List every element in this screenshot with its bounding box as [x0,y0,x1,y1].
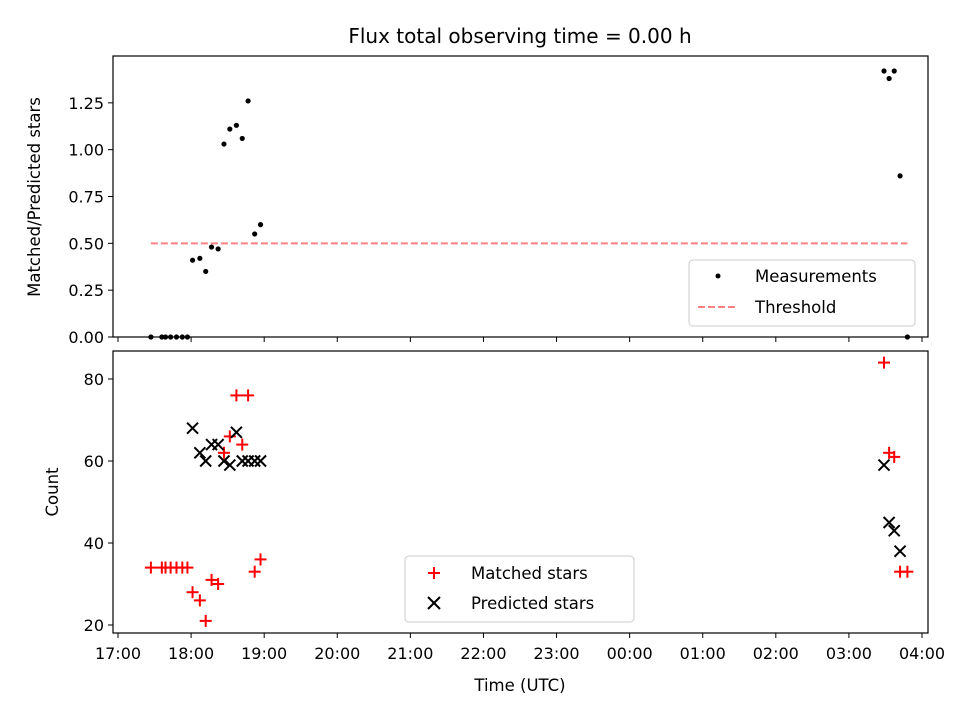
bottom-y-tick-label: 60 [84,452,104,471]
x-tick-label: 01:00 [680,644,726,663]
bottom-y-axis-label: Count [43,467,62,517]
matched-star-point [242,389,255,402]
legend-threshold-label: Threshold [754,298,836,317]
x-axis-label: Time (UTC) [473,676,565,695]
bottom-legend-box [404,555,635,623]
predicted-star-point [236,454,249,468]
measurement-point [227,126,233,132]
measurement-point [233,122,240,128]
bottom-axes-frame [112,350,929,634]
predicted-star-point [888,524,901,537]
matched-star-point [217,446,230,459]
measurement-point [203,268,209,275]
predicted-star-point [193,446,207,460]
measurement-point [252,231,258,237]
x-tick-label: 19:00 [241,644,287,663]
legend-predicted-label: Predicted stars [471,594,594,613]
predicted-star-point [254,454,267,468]
x-tick-label: 02:00 [753,644,799,663]
bottom-x-ticks: 17:00 18:00 19:00 20:00 21:00 22:00 23:00 00:00… [95,633,945,663]
legend-matched-label: Matched stars [471,564,588,583]
predicted-star-point [199,454,212,468]
matched-star-point [223,430,236,443]
measurement-point [886,75,892,82]
bottom-y-tick-label: 40 [84,534,104,553]
x-tick-label: 23:00 [533,644,579,663]
bottom-y-ticks: 20 40 60 80 [84,370,113,635]
top-y-tick-label: 0.00 [68,328,104,347]
x-tick-label: 03:00 [826,644,872,663]
matched-star-point [254,553,267,566]
bottom-y-tick-label: 20 [84,616,104,635]
chart-title: Flux total observing time = 0.00 h [348,24,691,48]
measurement-point [239,135,245,142]
matched-star-point [199,614,212,627]
matched-star-point [230,389,243,402]
top-legend: Measurements Threshold [688,259,916,327]
measurement-point [215,246,221,252]
top-y-tick-label: 1.25 [68,94,104,113]
top-y-tick-label: 0.50 [68,234,104,253]
bottom-plot-marks [144,356,914,627]
measurement-point [189,257,196,263]
matched-star-point [193,594,206,607]
bottom-panel: 20 40 60 80 17:00 18:00 19:00 20:00 21:00 22:00 2… [43,350,945,695]
predicted-star-point [217,454,231,468]
predicted-star-point [893,544,907,558]
matched-star-point [877,356,890,369]
x-tick-label: 22:00 [460,644,506,663]
predicted-star-point [882,516,896,529]
matched-star-point [248,565,261,578]
predicted-star-point [211,438,225,451]
x-tick-label: 21:00 [387,644,433,663]
top-y-tick-label: 0.25 [68,281,104,300]
measurement-point [208,244,215,250]
legend-matched-marker [428,567,440,579]
predicted-star-point [223,458,237,472]
measurement-point [221,141,227,147]
measurement-point [881,68,887,74]
measurement-point [891,68,897,74]
bottom-legend: Matched stars Predicted stars [404,555,635,623]
matched-star-point [236,438,249,451]
top-x-ticks [117,337,923,342]
measurement-point [245,98,251,104]
measurement-point [197,255,203,261]
measurement-point [897,173,903,179]
top-legend-box [688,259,916,327]
x-tick-label: 20:00 [314,644,360,663]
measurement-point [257,222,264,228]
legend-predicted-marker [427,596,441,610]
matched-star-point [901,565,914,578]
top-y-tick-label: 1.00 [68,141,104,160]
matched-star-point [888,450,901,463]
top-axes-frame [112,55,929,338]
x-tick-label: 00:00 [607,644,653,663]
top-panel: 0.00 0.25 0.50 0.75 1.00 1.25 Matched/Predict… [25,55,929,347]
top-y-tick-label: 0.75 [68,188,104,207]
predicted-star-point [877,458,891,472]
top-y-axis-label: Matched/Predicted stars [25,97,44,297]
x-tick-label: 04:00 [899,644,945,663]
x-tick-label: 17:00 [95,644,141,663]
legend-measurements-marker [715,273,721,279]
bottom-y-tick-label: 80 [84,370,104,389]
legend-measurements-label: Measurements [755,267,877,286]
matched-star-point [186,586,199,599]
matched-star-point [181,561,194,574]
top-y-ticks: 0.00 0.25 0.50 0.75 1.00 1.25 [68,94,113,347]
matched-star-point [205,573,218,586]
predicted-star-point [230,426,243,439]
predicted-star-point [248,454,261,468]
predicted-star-point [186,421,199,435]
matched-star-point [144,561,157,574]
x-tick-label: 18:00 [168,644,214,663]
matched-star-point [212,578,225,590]
